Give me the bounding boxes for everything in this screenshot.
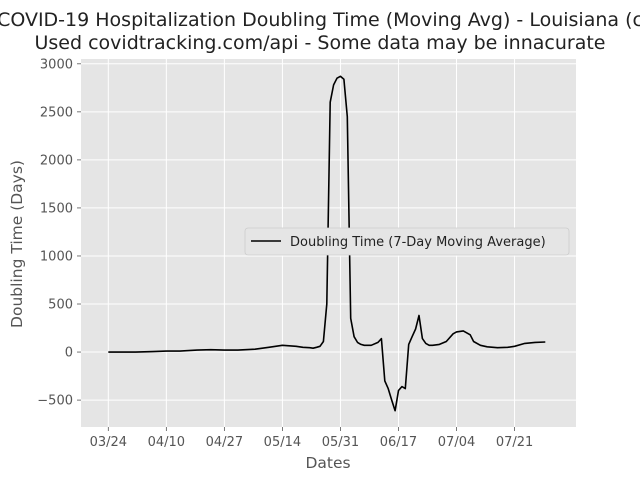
legend-label: Doubling Time (7-Day Moving Average) xyxy=(290,235,546,250)
tick-labels: −500 0 500 1000 1500 2000 2500 3000 03/24 04/10 04… xyxy=(37,57,533,450)
x-tick-label: 04/10 xyxy=(148,435,185,450)
x-axis-label: Dates xyxy=(305,454,350,472)
x-tick-label: 04/27 xyxy=(206,435,243,450)
legend: Doubling Time (7-Day Moving Average) xyxy=(244,227,570,256)
x-tick-label: 05/14 xyxy=(264,435,301,450)
x-tick-label: 07/21 xyxy=(496,435,533,450)
chart-subtitle: Used covidtracking.com/api - Some data m… xyxy=(34,32,606,54)
x-tick-label: 06/17 xyxy=(380,435,417,450)
legend-box xyxy=(244,227,570,256)
y-tick-label: 500 xyxy=(48,298,73,313)
y-tick-label: 0 xyxy=(65,346,73,361)
y-tick-label: 2000 xyxy=(40,153,73,168)
x-tick-label: 03/24 xyxy=(90,435,127,450)
y-axis-label: Doubling Time (Days) xyxy=(8,160,26,328)
x-tick-label: 07/04 xyxy=(438,435,475,450)
y-tick-label: −500 xyxy=(37,394,73,409)
y-tick-label: 1500 xyxy=(40,201,73,216)
y-tick-label: 1000 xyxy=(40,249,73,264)
series-line xyxy=(108,75,546,412)
chart-title: COVID-19 Hospitalization Doubling Time (… xyxy=(0,9,640,31)
y-tick-label: 2500 xyxy=(40,105,73,120)
x-tick-label: 05/31 xyxy=(322,435,359,450)
y-tick-label: 3000 xyxy=(40,57,73,72)
